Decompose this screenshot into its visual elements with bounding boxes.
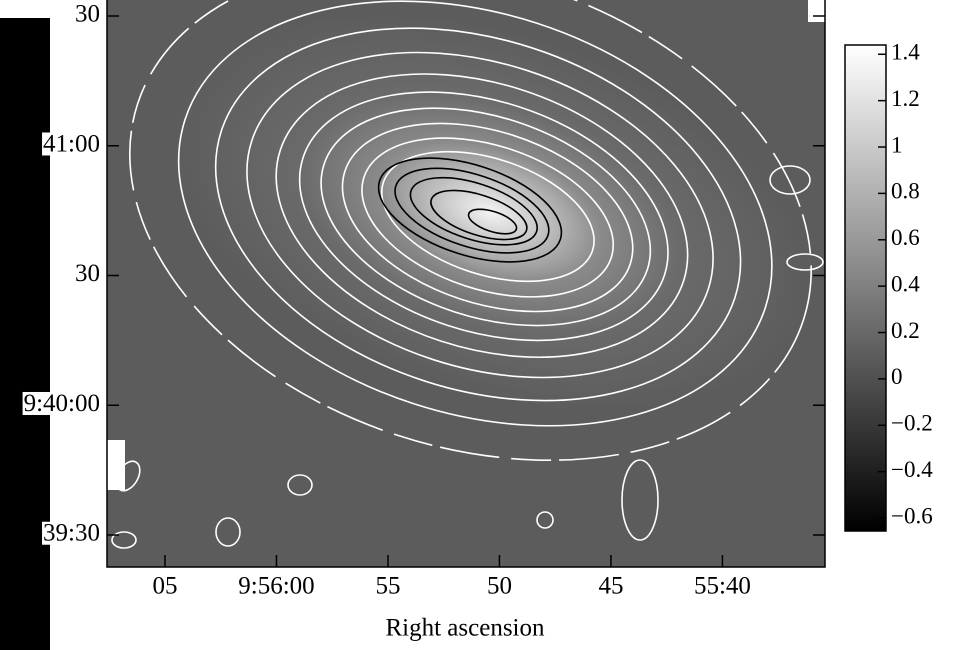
x-tick-label: 05 (152, 573, 177, 600)
x-tick-label: 55:40 (694, 573, 751, 600)
colorbar-tick-label: 1.2 (891, 86, 920, 111)
colorbar-tick-label: −0.6 (891, 503, 933, 528)
y-tick-label: 30 (75, 1, 100, 28)
colorbar-tick-label: 1.4 (891, 40, 920, 65)
y-tick-label: 41:00 (43, 130, 100, 157)
colorbar-tick-label: −0.4 (891, 457, 933, 482)
x-tick-label: 50 (487, 573, 512, 600)
y-tick-label: 30 (75, 260, 100, 287)
colorbar-tick-label: 1 (891, 132, 903, 157)
x-tick-label: 9:56:00 (238, 573, 314, 600)
x-axis-label: Right ascension (385, 615, 545, 642)
left-strip (0, 18, 50, 650)
y-tick-label: 9:40:00 (24, 390, 100, 417)
image (65, 0, 876, 567)
colorbar (845, 45, 886, 531)
chart: Right ascension 05 9:56:00 55 50 45 55:40 30 41… (0, 0, 957, 650)
x-tick-label: 45 (598, 573, 623, 600)
x-tick-label: 55 (375, 573, 400, 600)
colorbar-tick-label: −0.2 (891, 411, 933, 436)
colorbar-tick-label: 0.6 (891, 225, 920, 250)
y-tick-label: 39:30 (43, 520, 100, 547)
colorbar-tick-label: 0 (891, 364, 903, 389)
colorbar-tick-label: 0.4 (891, 271, 920, 296)
colorbar-tick-label: 0.8 (891, 179, 920, 204)
colorbar-tick-label: 0.2 (891, 318, 920, 343)
